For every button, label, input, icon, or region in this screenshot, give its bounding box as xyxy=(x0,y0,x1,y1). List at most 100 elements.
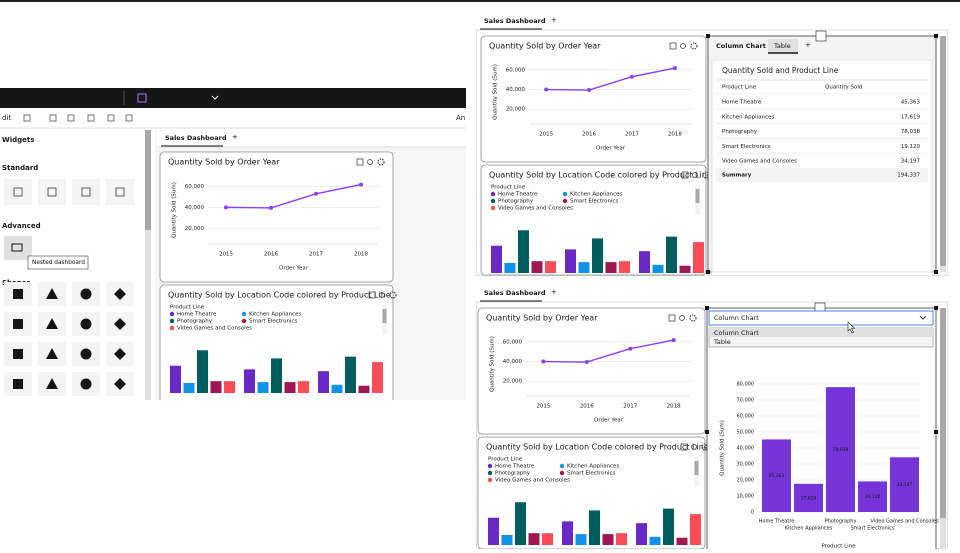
shape-glyph xyxy=(46,318,58,329)
y-tick-label: 70,000 xyxy=(737,398,755,404)
app-header xyxy=(0,88,466,108)
resize-handle[interactable] xyxy=(706,34,710,38)
x-tick-label: 2016 xyxy=(264,252,278,258)
resize-handle[interactable] xyxy=(705,430,709,434)
resize-handle[interactable] xyxy=(934,306,938,310)
table-card xyxy=(711,59,933,273)
legend-swatch xyxy=(562,191,568,197)
legend-swatch xyxy=(490,205,496,211)
legend-label: Photography xyxy=(498,199,534,205)
legend-title: Product Line xyxy=(491,185,526,191)
icon[interactable] xyxy=(669,42,677,50)
icon[interactable] xyxy=(680,443,688,451)
legend-label: Kitchen Appliances xyxy=(567,464,619,470)
resize-handle[interactable] xyxy=(934,430,938,434)
bar xyxy=(257,382,269,393)
bar xyxy=(858,481,887,512)
shape-glyph xyxy=(46,288,58,299)
x-tick-label: Video Games and Consoles xyxy=(870,519,939,525)
line xyxy=(546,67,675,91)
icon[interactable] xyxy=(389,291,397,299)
bar xyxy=(575,534,587,545)
data-label: 78,038 xyxy=(833,447,849,453)
summary-row xyxy=(716,168,928,182)
x-tick-label: 2017 xyxy=(625,132,639,138)
bar xyxy=(345,356,356,393)
widget-tile[interactable] xyxy=(4,236,32,260)
resize-handle[interactable] xyxy=(705,306,709,310)
icon[interactable] xyxy=(690,42,698,50)
shape-glyph xyxy=(46,348,58,359)
menu-option-hover[interactable] xyxy=(709,328,933,337)
menu-option[interactable]: Column Chart xyxy=(714,329,759,337)
menu-option[interactable]: Table xyxy=(713,338,731,346)
bar xyxy=(652,264,664,273)
legend-label: Home Theatre xyxy=(177,312,217,318)
toolbar-icon[interactable] xyxy=(107,114,115,122)
widget-card xyxy=(477,436,706,549)
shape-glyph xyxy=(80,318,92,330)
line-point xyxy=(584,360,589,365)
dropdown-value: Column Chart xyxy=(714,314,759,322)
legend-swatch xyxy=(487,477,493,483)
dropdown[interactable] xyxy=(708,310,934,326)
y-tick-label: 60,000 xyxy=(737,414,755,420)
move-handle[interactable] xyxy=(815,30,827,42)
line-point xyxy=(541,359,546,364)
icon[interactable] xyxy=(692,172,698,178)
icon[interactable] xyxy=(368,291,376,299)
truncated-link: An xyxy=(456,114,465,122)
resize-handle[interactable] xyxy=(934,34,938,38)
resize-handle[interactable] xyxy=(706,270,710,274)
line-point xyxy=(544,87,549,92)
table-summary: Summary xyxy=(722,173,752,179)
bar xyxy=(605,262,617,273)
legend-title: Product Line xyxy=(488,457,523,463)
nested-tab-bg[interactable] xyxy=(768,39,798,53)
icon[interactable] xyxy=(681,171,689,179)
bar xyxy=(504,263,516,273)
icon[interactable] xyxy=(356,158,364,166)
toolbar-icon[interactable] xyxy=(67,114,75,122)
line-point xyxy=(671,338,676,343)
icon[interactable] xyxy=(668,314,676,322)
toolbar-icon[interactable] xyxy=(23,114,31,122)
bar xyxy=(183,383,195,393)
icon[interactable] xyxy=(379,292,385,298)
widget-tile[interactable] xyxy=(4,179,32,205)
y-tick-label: 20,000 xyxy=(737,478,755,484)
line-point xyxy=(314,191,318,196)
icon[interactable] xyxy=(679,315,685,321)
legend-swatch xyxy=(490,191,496,197)
table-cell: 19,120 xyxy=(901,144,921,150)
icon[interactable] xyxy=(691,444,697,450)
toolbar-icon[interactable] xyxy=(125,114,133,122)
chevron[interactable] xyxy=(211,95,219,100)
toolbar-icon[interactable] xyxy=(87,114,95,122)
chevron[interactable] xyxy=(919,315,927,320)
icon[interactable] xyxy=(680,43,686,49)
bar xyxy=(271,358,282,393)
bar xyxy=(794,483,823,512)
icon[interactable] xyxy=(689,314,697,322)
table-cell: Photography xyxy=(722,129,758,135)
legend-swatch xyxy=(169,311,175,317)
icon[interactable] xyxy=(377,158,385,166)
bar xyxy=(690,514,701,545)
scrollbar-thumb xyxy=(695,189,700,203)
table-cell: 17,619 xyxy=(901,114,921,120)
widget-tile[interactable] xyxy=(106,179,134,205)
icon[interactable] xyxy=(367,159,373,165)
toolbar-icon[interactable] xyxy=(49,114,57,122)
widget-tile[interactable] xyxy=(72,179,100,205)
resize-handle[interactable] xyxy=(934,270,938,274)
bar xyxy=(616,533,627,545)
legend-label: Video Games and Consoles xyxy=(177,326,252,332)
legend-swatch xyxy=(487,463,493,469)
widget-card xyxy=(159,284,394,400)
widget-tile[interactable] xyxy=(38,179,66,205)
edit-button[interactable]: dit xyxy=(2,114,11,122)
y-tick-label: 80,000 xyxy=(737,382,755,388)
